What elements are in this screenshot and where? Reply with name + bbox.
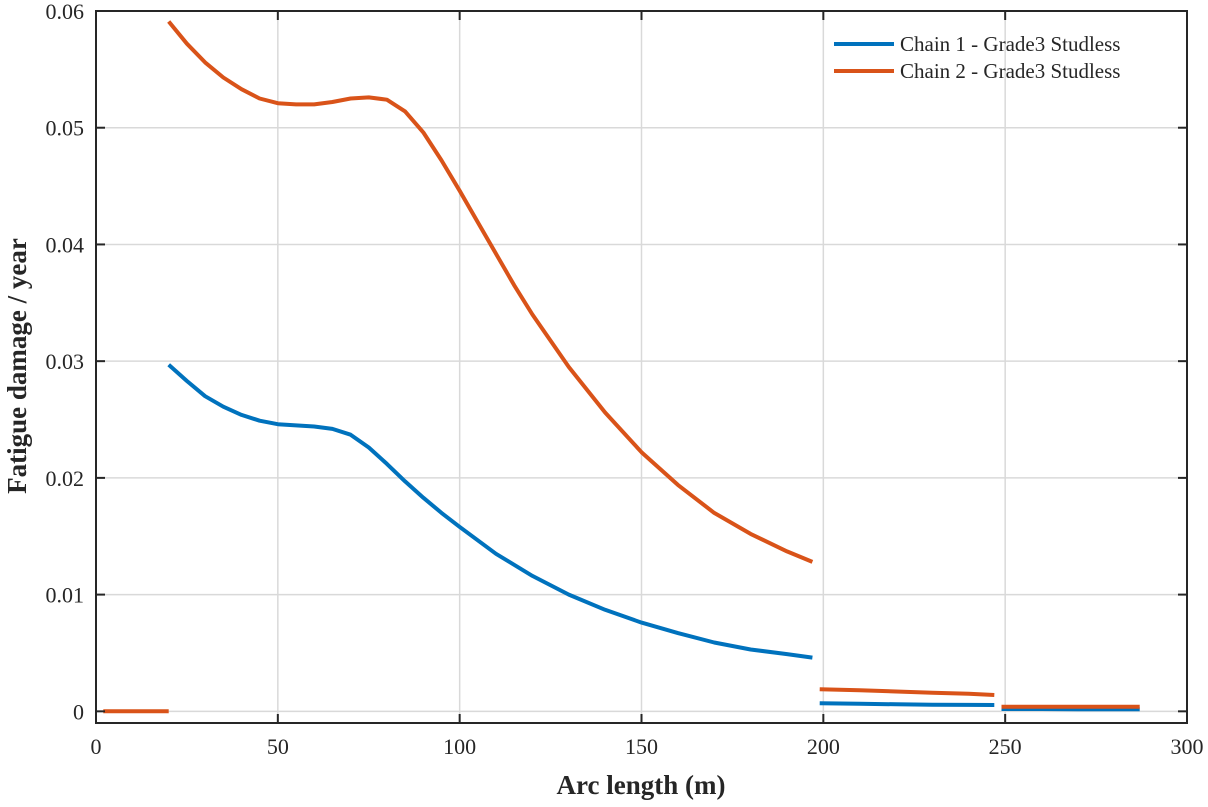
x-tick-label: 250: [989, 734, 1022, 759]
x-tick-label: 100: [443, 734, 476, 759]
axis-ticks: 0 50 100 150 200 250 300 0 0.01 0.02 0.03 0.04 0.05 0…: [46, 0, 1204, 759]
legend-label-series-1: Chain 1 - Grade3 Studless: [900, 32, 1120, 56]
grid: [96, 11, 1187, 723]
y-tick-label: 0.03: [46, 349, 85, 374]
series-1-line-segment-1: [169, 365, 813, 658]
x-tick-label: 200: [807, 734, 840, 759]
series-lines: [103, 22, 1139, 712]
y-tick-label: 0.06: [46, 0, 85, 24]
y-tick-label: 0: [73, 699, 84, 724]
series-2-line-segment-2: [169, 22, 813, 562]
x-tick-label: 150: [625, 734, 658, 759]
x-tick-label: 50: [267, 734, 289, 759]
x-axis-label: Arc length (m): [557, 770, 726, 800]
legend-label-series-2: Chain 2 - Grade3 Studless: [900, 59, 1120, 83]
y-tick-label: 0.01: [46, 583, 85, 608]
series-1-line-segment-2: [820, 703, 995, 705]
x-tick-label: 0: [91, 734, 102, 759]
x-tick-label: 300: [1171, 734, 1204, 759]
series-2-line-segment-3: [820, 689, 995, 695]
y-tick-label: 0.02: [46, 466, 85, 491]
y-tick-label: 0.05: [46, 116, 85, 141]
y-tick-label: 0.04: [46, 232, 85, 257]
y-axis-label: Fatigue damage / year: [2, 238, 32, 494]
legend: Chain 1 - Grade3 Studless Chain 2 - Grade…: [834, 32, 1120, 83]
